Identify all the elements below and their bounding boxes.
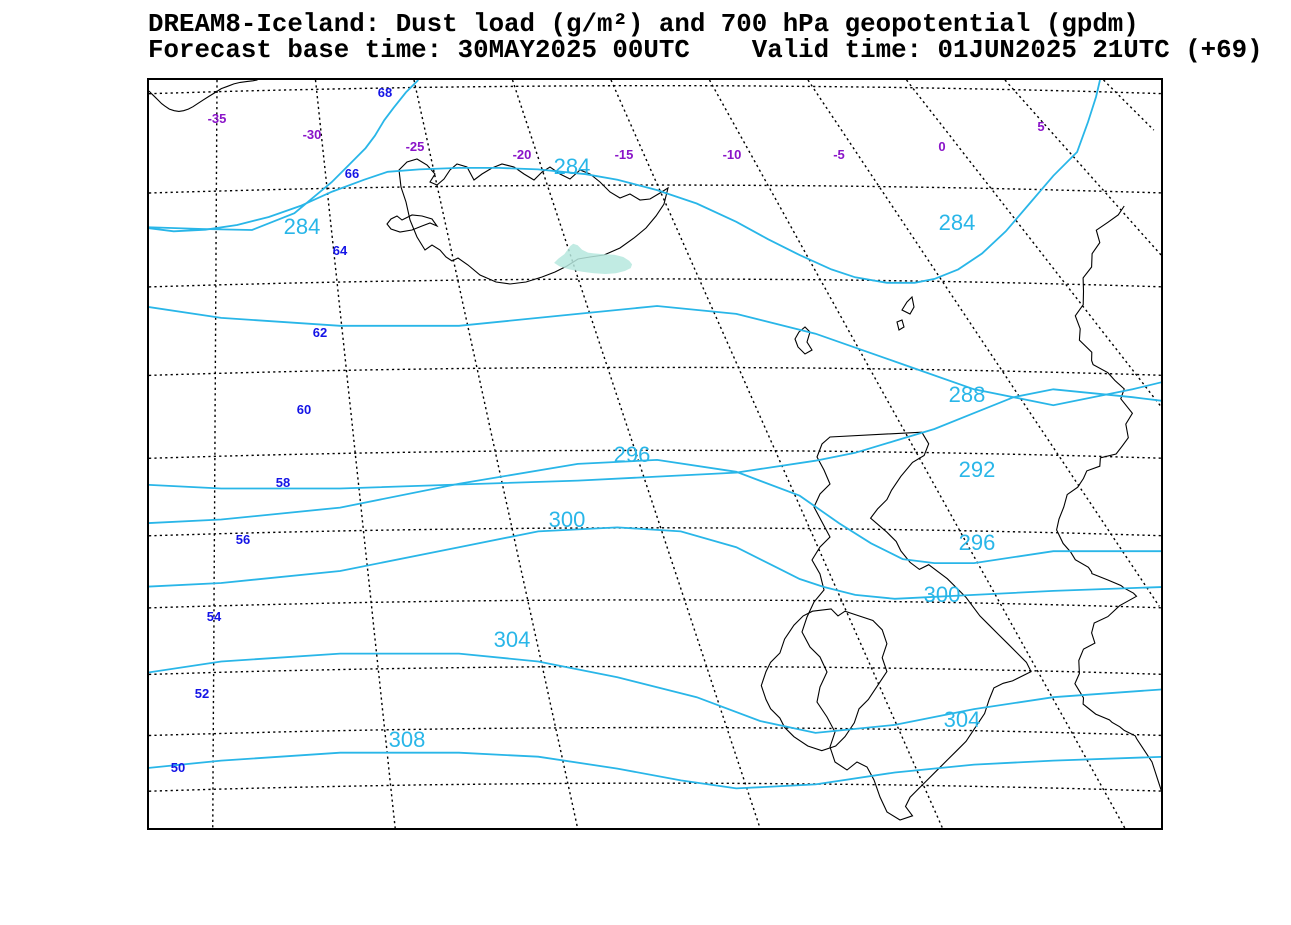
svg-text:66: 66 (345, 166, 359, 181)
svg-text:64: 64 (333, 243, 348, 258)
svg-text:300: 300 (924, 582, 961, 607)
svg-text:5: 5 (1037, 119, 1044, 134)
svg-text:-5: -5 (833, 147, 845, 162)
svg-text:284: 284 (284, 214, 321, 239)
svg-text:288: 288 (949, 382, 986, 407)
svg-text:-25: -25 (406, 139, 425, 154)
svg-text:54: 54 (207, 609, 222, 624)
svg-text:-30: -30 (303, 127, 322, 142)
svg-text:68: 68 (378, 85, 392, 100)
svg-text:58: 58 (276, 475, 290, 490)
svg-text:50: 50 (171, 760, 185, 775)
svg-text:0: 0 (938, 139, 945, 154)
svg-text:296: 296 (614, 442, 651, 467)
svg-text:308: 308 (389, 727, 426, 752)
svg-text:56: 56 (236, 532, 250, 547)
svg-text:284: 284 (939, 210, 976, 235)
svg-text:62: 62 (313, 325, 327, 340)
svg-text:284: 284 (554, 154, 591, 179)
svg-text:292: 292 (959, 457, 996, 482)
svg-text:52: 52 (195, 686, 209, 701)
svg-text:296: 296 (959, 530, 996, 555)
svg-text:-20: -20 (513, 147, 532, 162)
svg-text:60: 60 (297, 402, 311, 417)
svg-text:-15: -15 (615, 147, 634, 162)
svg-text:-35: -35 (208, 111, 227, 126)
svg-text:300: 300 (549, 507, 586, 532)
svg-text:304: 304 (494, 627, 531, 652)
svg-text:304: 304 (944, 707, 981, 732)
svg-text:-10: -10 (723, 147, 742, 162)
